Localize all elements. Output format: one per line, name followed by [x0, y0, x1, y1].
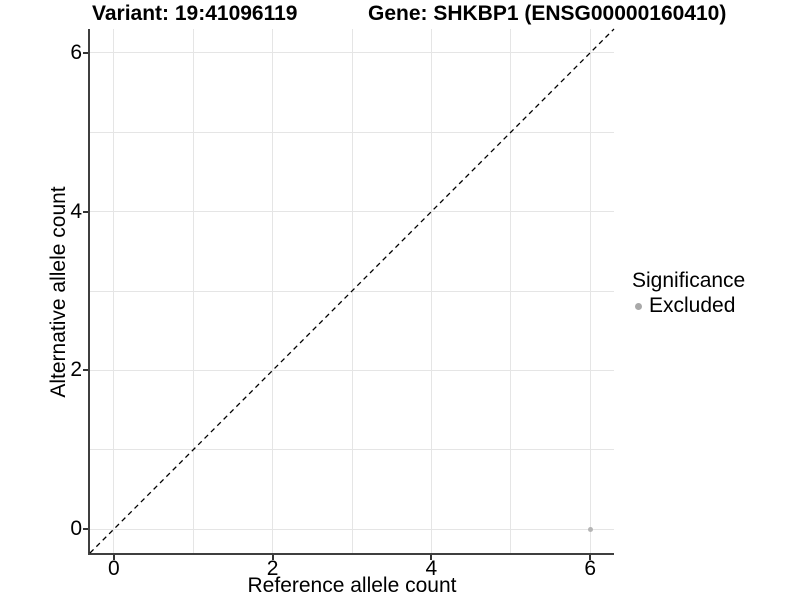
y-tick-label: 4	[70, 199, 82, 223]
plot-title-gene: Gene: SHKBP1 (ENSG00000160410)	[368, 2, 727, 25]
legend-item-label: Excluded	[649, 294, 736, 317]
data-point	[587, 526, 593, 532]
y-tick-mark	[83, 51, 88, 54]
x-tick-mark	[271, 555, 274, 560]
excluded-point-icon	[634, 302, 642, 310]
y-axis-title: Alternative allele count	[47, 186, 70, 398]
x-tick-label: 2	[266, 557, 279, 580]
gridline-vertical	[510, 29, 512, 553]
y-tick-label: 2	[70, 358, 82, 382]
gridline-vertical	[589, 29, 591, 553]
x-tick-mark	[589, 555, 592, 560]
x-tick-label: 4	[425, 557, 438, 580]
x-tick-label: 0	[107, 557, 120, 580]
plot-title-variant: Variant: 19:41096119	[92, 2, 298, 25]
gridline-horizontal	[90, 211, 614, 213]
y-tick-mark	[83, 369, 88, 372]
x-axis-title: Reference allele count	[247, 574, 457, 597]
plot-area	[89, 28, 615, 554]
x-tick-mark	[430, 555, 433, 560]
identity-line	[89, 28, 615, 554]
legend: Significance Excluded	[628, 268, 745, 318]
gridline-horizontal	[90, 52, 614, 54]
gridline-horizontal	[90, 131, 614, 133]
x-tick-label: 6	[584, 557, 597, 580]
y-tick-mark	[83, 528, 88, 531]
legend-item-excluded: Excluded	[628, 294, 745, 318]
y-tick-mark	[83, 210, 88, 213]
y-tick-label: 6	[70, 40, 82, 64]
gridline-vertical	[430, 29, 432, 553]
plot-panel	[88, 28, 615, 555]
y-tick-label: 0	[70, 517, 82, 541]
legend-key	[628, 296, 648, 316]
legend-title: Significance	[632, 269, 746, 292]
x-tick-mark	[112, 555, 115, 560]
